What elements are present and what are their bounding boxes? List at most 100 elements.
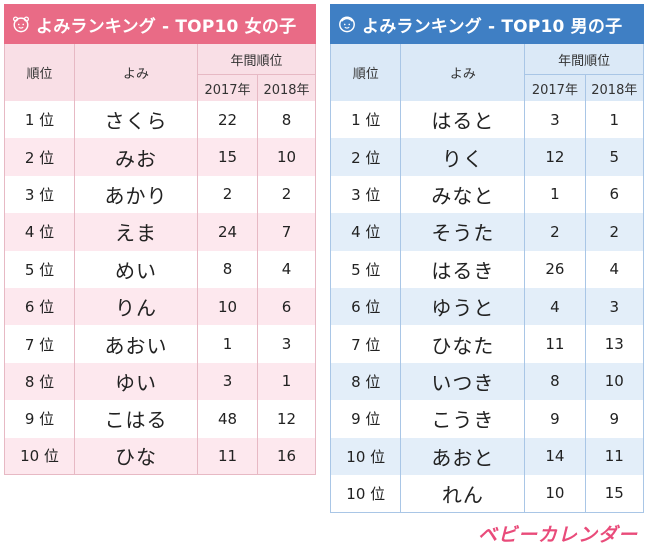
boys-ranking-table: 順位 よみ 年間順位 2017年 2018年 1 位はると 3 1 2 位りく 12 5 3… [330, 44, 645, 513]
name-cell: さくら [74, 101, 198, 139]
rank-cell: 9 位 [330, 400, 402, 438]
year-2018-rank-cell: 16 [276, 446, 297, 465]
year-2017-header: 2017年 [524, 74, 586, 101]
name-cell: あおい [74, 325, 198, 363]
rank-cell: 1 位 [4, 101, 75, 139]
table-row: 4 位えま 24 7 [4, 213, 316, 251]
rank-cell: 4 位 [4, 213, 75, 251]
name-cell: えま [74, 213, 198, 251]
year-2017-rank-cell: 22 [197, 101, 258, 139]
year-2017-rank-cell: 1 [197, 325, 258, 363]
name-cell: めい [74, 250, 198, 288]
name-cell: あかり [74, 175, 198, 214]
rank-cell: 8 位 [4, 362, 75, 401]
table-row: 8 位いつき 8 10 [330, 362, 644, 401]
year-2017-rank-cell: 11 [524, 325, 586, 363]
name-cell: はるき [400, 250, 526, 288]
table-row: 2 位りく 12 5 [330, 138, 644, 176]
yomi-column-header: よみ [74, 44, 198, 101]
name-cell: こうき [400, 400, 526, 438]
rank-cell: 2 位 [330, 138, 402, 176]
girls-panel-header: よみランキング - TOP10 女の子 [4, 4, 316, 44]
year-2017-rank-cell: 4 [524, 287, 586, 326]
year-2017-header: 2017年 [197, 74, 258, 101]
year-2018-rank-cell: 15 [604, 484, 624, 503]
rank-cell: 2 位 [4, 138, 75, 176]
table-row: 8 位ゆい 3 1 [4, 362, 316, 401]
year-2018-header: 2018年 [585, 74, 645, 101]
year-2017-rank-cell: 3 [197, 362, 258, 401]
name-cell: ゆい [74, 362, 198, 401]
table-row: 7 位ひなた 11 13 [330, 325, 644, 363]
year-2018-rank-cell: 6 [609, 185, 620, 204]
year-2017-rank-cell: 11 [197, 437, 258, 475]
rank-cell: 7 位 [330, 325, 402, 363]
year-2018-rank-cell: 3 [609, 297, 620, 316]
year-2018-rank-cell: 10 [276, 148, 297, 167]
rank-cell: 5 位 [4, 250, 75, 288]
yomi-column-header: よみ [400, 44, 526, 101]
table-row: 10 位れん 10 15 [330, 474, 644, 513]
boy-face-icon [339, 16, 355, 33]
year-2017-rank-cell: 1 [524, 175, 586, 214]
table-row: 3 位あかり 2 2 [4, 175, 316, 214]
rank-cell: 3 位 [4, 175, 75, 214]
name-cell: ひな [74, 437, 198, 475]
name-cell: こはる [74, 400, 198, 438]
name-cell: りん [74, 287, 198, 326]
girl-face-icon [12, 16, 30, 33]
rank-cell: 9 位 [4, 400, 75, 438]
rank-cell: 10 位 [330, 437, 402, 475]
name-cell: ゆうと [400, 287, 526, 326]
boys-panel-header: よみランキング - TOP10 男の子 [330, 4, 644, 44]
table-row: 1 位さくら 22 8 [4, 101, 316, 139]
rank-cell: 3 位 [330, 175, 402, 214]
year-2018-rank-cell: 1 [281, 372, 292, 391]
year-2018-rank-cell: 2 [281, 185, 292, 204]
year-2018-rank-cell: 9 [609, 409, 620, 428]
year-2017-rank-cell: 12 [524, 138, 586, 176]
year-2017-rank-cell: 24 [197, 213, 258, 251]
name-cell: みなと [400, 175, 526, 214]
girls-panel-title: よみランキング - TOP10 女の子 [36, 16, 297, 37]
year-2018-rank-cell: 12 [276, 409, 297, 428]
year-2018-rank-cell: 3 [281, 335, 292, 354]
year-2017-rank-cell: 2 [524, 213, 586, 251]
rank-cell: 8 位 [330, 362, 402, 401]
rank-column-header: 順位 [4, 44, 75, 101]
table-row: 1 位はると 3 1 [330, 101, 644, 139]
year-2018-rank-cell: 11 [604, 447, 624, 466]
boys-panel-title: よみランキング - TOP10 男の子 [362, 16, 623, 37]
name-cell: はると [400, 101, 526, 139]
year-2017-rank-cell: 8 [197, 250, 258, 288]
table-row: 3 位みなと 1 6 [330, 175, 644, 214]
name-cell: ひなた [400, 325, 526, 363]
year-2017-rank-cell: 8 [524, 362, 586, 401]
year-2017-rank-cell: 10 [197, 287, 258, 326]
year-2017-rank-cell: 15 [197, 138, 258, 176]
table-row: 5 位はるき 26 4 [330, 250, 644, 288]
table-row: 7 位あおい 1 3 [4, 325, 316, 363]
rank-cell: 5 位 [330, 250, 402, 288]
rank-cell: 6 位 [4, 287, 75, 326]
baby-calendar-logo: ベビーカレンダー [477, 524, 638, 546]
rank-cell: 10 位 [4, 437, 75, 475]
table-row: 9 位こうき 9 9 [330, 400, 644, 438]
table-row: 9 位こはる 48 12 [4, 400, 316, 438]
year-2018-rank-cell: 5 [609, 148, 620, 167]
table-row: 6 位ゆうと 4 3 [330, 287, 644, 326]
year-2018-rank-cell: 4 [281, 260, 292, 279]
year-2018-rank-cell: 10 [604, 372, 624, 391]
girls-ranking-panel: よみランキング - TOP10 女の子 順位 よみ 年間順位 2017年 201… [4, 4, 317, 476]
table-row: 10 位あおと 14 11 [330, 437, 644, 475]
table-row: 4 位そうた 2 2 [330, 213, 644, 251]
table-row: 5 位めい 8 4 [4, 250, 316, 288]
year-2017-rank-cell: 3 [524, 101, 586, 139]
year-2018-rank-cell: 2 [609, 222, 620, 241]
name-cell: いつき [400, 362, 526, 401]
boys-ranking-panel: よみランキング - TOP10 男の子 順位 よみ 年間順位 2017年 201… [330, 4, 645, 513]
year-2018-rank-cell: 7 [281, 222, 292, 241]
year-2018-rank-cell: 6 [281, 297, 292, 316]
table-row: 6 位りん 10 6 [4, 287, 316, 326]
name-cell: あおと [400, 437, 526, 475]
